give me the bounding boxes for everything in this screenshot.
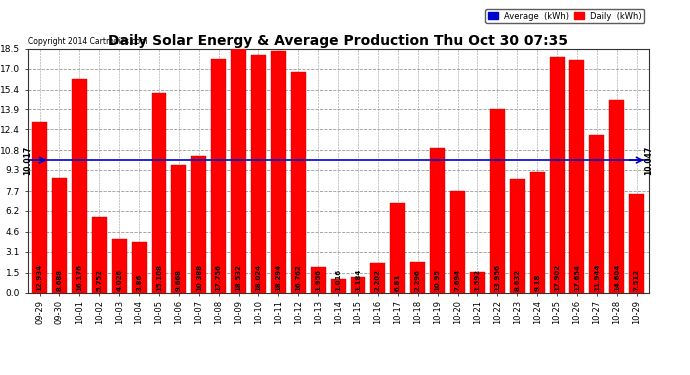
Bar [271,51,286,292]
Text: 10.388: 10.388 [196,263,201,291]
Legend: Average  (kWh), Daily  (kWh): Average (kWh), Daily (kWh) [485,9,644,23]
Text: 8.632: 8.632 [514,268,520,291]
Bar [510,179,524,292]
Bar [609,100,624,292]
Bar [112,240,127,292]
Text: 11.944: 11.944 [594,263,600,291]
Text: 1.184: 1.184 [355,268,361,291]
Bar [72,80,87,292]
Bar [490,109,505,292]
Bar [231,48,246,292]
Text: 10.017: 10.017 [23,146,32,175]
Text: 18.024: 18.024 [255,263,262,291]
Text: 4.026: 4.026 [116,268,122,291]
Bar [569,60,584,292]
Text: Copyright 2014 Cartronics.com: Copyright 2014 Cartronics.com [28,38,147,46]
Text: 14.604: 14.604 [613,263,620,291]
Text: 15.108: 15.108 [156,264,162,291]
Bar [331,279,346,292]
Bar [351,277,366,292]
Text: 12.934: 12.934 [37,263,43,291]
Text: 9.18: 9.18 [534,273,540,291]
Text: 7.512: 7.512 [633,268,640,291]
Text: 7.694: 7.694 [455,268,460,291]
Text: 17.654: 17.654 [574,264,580,291]
Text: 1.592: 1.592 [475,268,480,291]
Bar [310,267,326,292]
Text: 16.762: 16.762 [295,264,302,291]
Text: 3.86: 3.86 [136,273,142,291]
Bar [211,58,226,292]
Text: 13.956: 13.956 [494,264,500,291]
Text: 18.532: 18.532 [235,264,242,291]
Text: 2.202: 2.202 [375,268,381,291]
Bar [152,93,166,292]
Text: 9.668: 9.668 [176,268,182,291]
Text: 5.752: 5.752 [96,268,102,291]
Title: Daily Solar Energy & Average Production Thu Oct 30 07:35: Daily Solar Energy & Average Production … [108,34,568,48]
Text: 17.756: 17.756 [216,264,221,291]
Text: 1.016: 1.016 [335,268,341,291]
Bar [430,148,445,292]
Text: 17.902: 17.902 [554,264,560,291]
Text: 1.956: 1.956 [315,268,322,291]
Bar [549,57,564,292]
Bar [251,55,266,292]
Text: 2.296: 2.296 [415,268,421,291]
Bar [450,191,465,292]
Bar [132,242,146,292]
Bar [171,165,186,292]
Bar [411,262,425,292]
Bar [530,171,544,292]
Text: 18.294: 18.294 [275,263,282,291]
Bar [589,135,604,292]
Bar [391,203,405,292]
Text: 10.047: 10.047 [644,146,653,175]
Bar [52,178,67,292]
Bar [32,122,47,292]
Text: 6.81: 6.81 [395,273,401,291]
Bar [371,264,386,292]
Bar [92,217,107,292]
Bar [290,72,306,292]
Bar [470,272,485,292]
Text: 10.95: 10.95 [435,268,441,291]
Bar [191,156,206,292]
Text: 8.688: 8.688 [57,268,63,291]
Bar [629,194,644,292]
Text: 16.176: 16.176 [77,264,82,291]
